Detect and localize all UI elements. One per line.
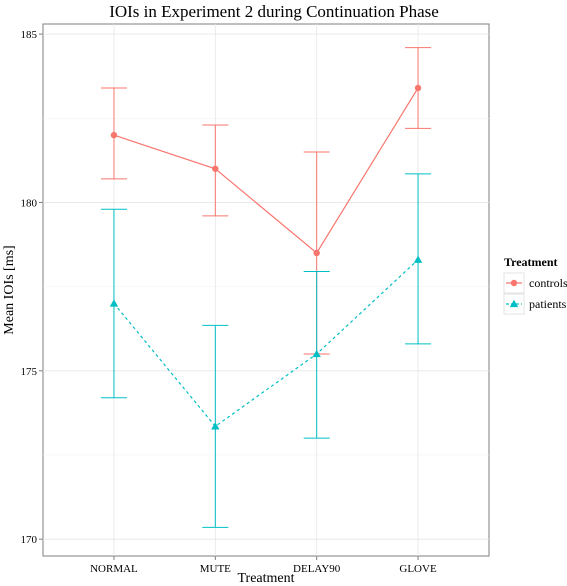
series-line: [113, 259, 419, 428]
legend-item-patients: patients: [503, 293, 567, 315]
data-point: [110, 131, 118, 139]
legend-marker: [510, 279, 518, 287]
x-tick-label: DELAY90: [293, 563, 341, 575]
y-tick-label: 175: [21, 366, 38, 378]
x-axis: NORMAL MUTE DELAY90 GLOVE: [90, 556, 437, 575]
y-axis-title: Mean IOIs [ms]: [2, 245, 17, 334]
y-tick-label: 185: [21, 29, 38, 41]
series-line: [113, 87, 419, 254]
plot-panel: [42, 23, 490, 557]
data-point: [109, 299, 119, 307]
legend-item-controls: controls: [503, 272, 567, 294]
legend-marker: [509, 299, 519, 308]
data-point: [313, 249, 320, 257]
x-tick-label: NORMAL: [90, 563, 138, 575]
x-tick-label: GLOVE: [399, 563, 437, 575]
x-tick-label: MUTE: [200, 563, 231, 575]
data-point: [211, 422, 220, 430]
legend-label: controls: [529, 276, 567, 290]
legend-label: patients: [529, 297, 567, 311]
y-axis: 170 175 180 185: [21, 29, 43, 546]
data-point: [312, 349, 321, 358]
y-tick-label: 180: [21, 197, 38, 209]
chart-title: IOIs in Experiment 2 during Continuation…: [109, 2, 439, 21]
data-point: [413, 255, 423, 263]
legend-title: Treatment: [504, 255, 558, 269]
legend: Treatment controls patients: [503, 255, 567, 315]
data-point: [414, 84, 422, 92]
series-layer: [100, 47, 432, 528]
data-point: [212, 165, 219, 172]
series-patients: [100, 173, 432, 528]
x-axis-title: Treatment: [237, 571, 294, 586]
y-tick-label: 170: [21, 534, 38, 546]
